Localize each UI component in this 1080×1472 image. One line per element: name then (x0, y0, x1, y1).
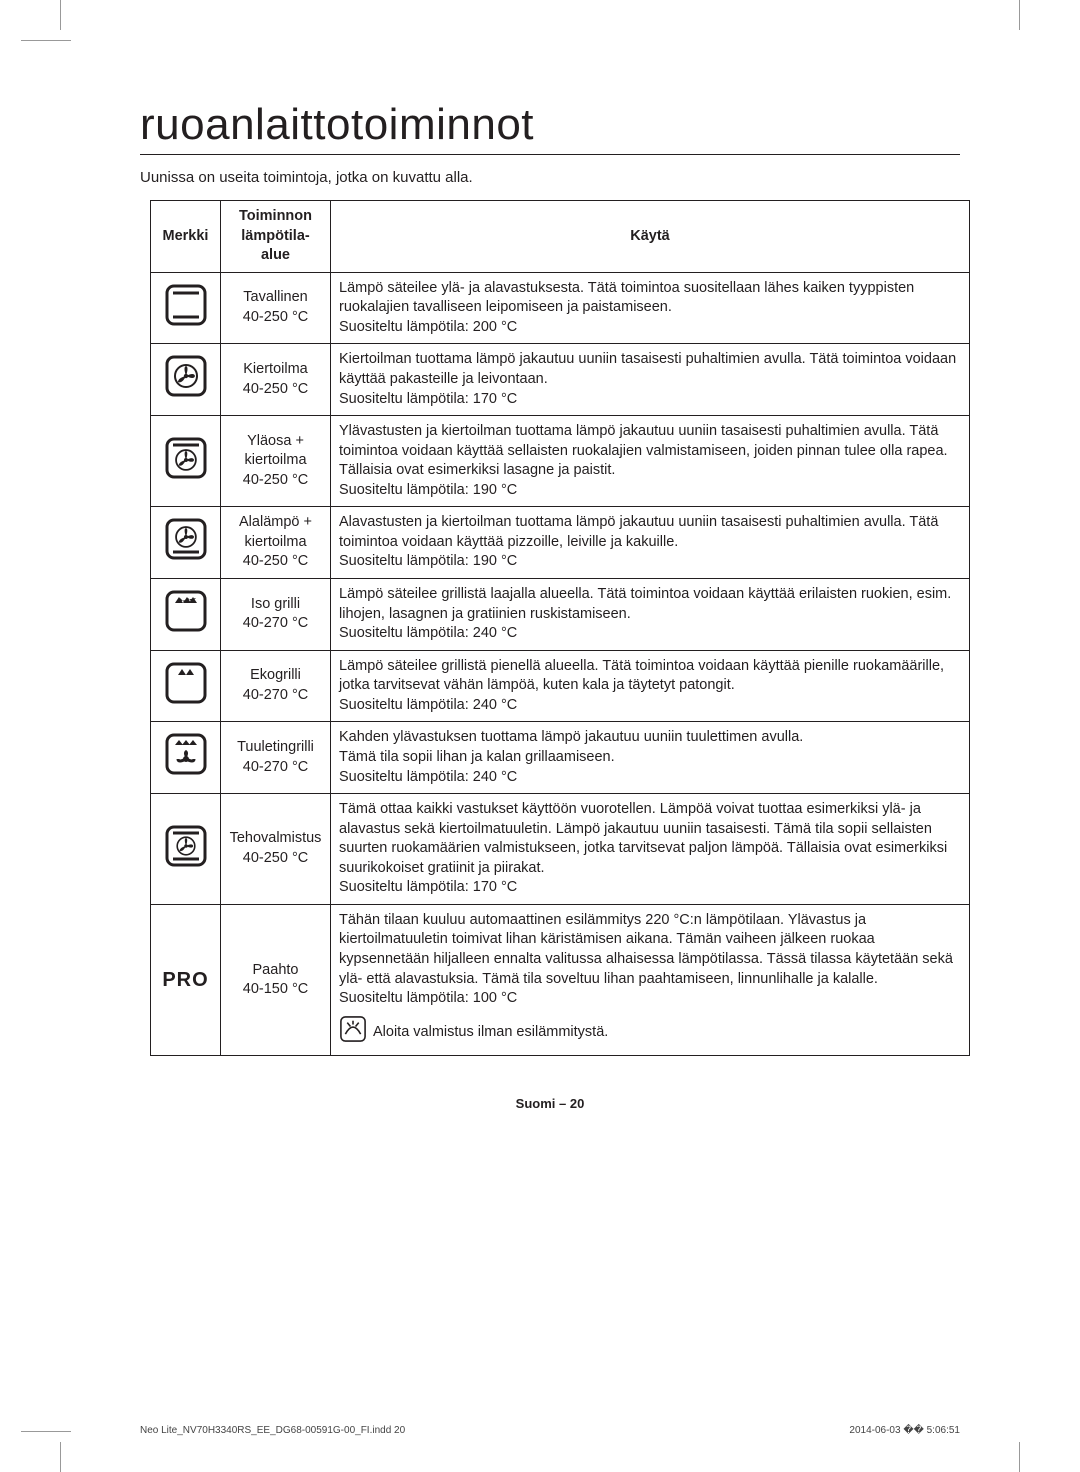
mode-name: Kiertoilma40-250 °C (221, 344, 331, 416)
mode-icon-cell (151, 650, 221, 722)
mode-icon-cell (151, 579, 221, 651)
fan-grill-icon (164, 732, 208, 783)
top-convection-icon (164, 436, 208, 487)
mode-icon-cell (151, 794, 221, 905)
mode-icon-cell: PRO (151, 904, 221, 1055)
functions-table: Merkki Toiminnon lämpötila-alue Käytä Ta… (150, 200, 970, 1056)
convection-icon (164, 354, 208, 405)
note-icon (339, 1015, 367, 1050)
print-right: 2014-06-03 �� 5:06:51 (849, 1425, 960, 1436)
mode-description: Kahden ylävastuksen tuottama lämpö jakau… (331, 722, 970, 794)
mode-description: Ylävastusten ja kiertoilman tuottama läm… (331, 416, 970, 507)
pro-icon: PRO (162, 969, 208, 991)
mode-name: Yläosa + kiertoilma40-250 °C (221, 416, 331, 507)
mode-icon-cell (151, 344, 221, 416)
print-left: Neo Lite_NV70H3340RS_EE_DG68-00591G-00_F… (140, 1425, 405, 1436)
table-row: Alalämpö + kiertoilma40-250 °CAlavastust… (151, 507, 970, 579)
table-row: Tuuletingrilli40-270 °CKahden ylävastuks… (151, 722, 970, 794)
mode-icon-cell (151, 507, 221, 579)
mode-description: Tämä ottaa kaikki vastukset käyttöön vuo… (331, 794, 970, 905)
crop-mark (990, 0, 1020, 30)
description-text: Lämpö säteilee grillistä pienellä alueel… (339, 658, 944, 713)
mode-description: Tähän tilaan kuuluu automaattinen esiläm… (331, 904, 970, 1055)
description-text: Kiertoilman tuottama lämpö jakautuu uuni… (339, 351, 956, 406)
description-text: Kahden ylävastuksen tuottama lämpö jakau… (339, 729, 803, 784)
description-text: Ylävastusten ja kiertoilman tuottama läm… (339, 423, 948, 498)
mode-description: Lämpö säteilee ylä- ja alavastuksesta. T… (331, 272, 970, 344)
mode-name: Alalämpö + kiertoilma40-250 °C (221, 507, 331, 579)
th-use: Käytä (331, 201, 970, 273)
mode-name: Tehovalmistus40-250 °C (221, 794, 331, 905)
mode-icon-cell (151, 416, 221, 507)
mode-description: Kiertoilman tuottama lämpö jakautuu uuni… (331, 344, 970, 416)
note-text: Aloita valmistus ilman esilämmitystä. (373, 1024, 608, 1040)
table-row: Tavallinen40-250 °CLämpö säteilee ylä- j… (151, 272, 970, 344)
table-row: Iso grilli40-270 °CLämpö säteilee grilli… (151, 579, 970, 651)
mode-name: Tuuletingrilli40-270 °C (221, 722, 331, 794)
th-merkki: Merkki (151, 201, 221, 273)
intro-text: Uunissa on useita toimintoja, jotka on k… (140, 169, 960, 186)
conventional-icon (164, 283, 208, 334)
table-row: PRO Paahto40-150 °CTähän tilaan kuuluu au… (151, 904, 970, 1055)
table-row: Yläosa + kiertoilma40-250 °CYlävastusten… (151, 416, 970, 507)
mode-icon-cell (151, 722, 221, 794)
mode-description: Lämpö säteilee grillistä laajalla alueel… (331, 579, 970, 651)
description-text: Tähän tilaan kuuluu automaattinen esiläm… (339, 912, 953, 1006)
description-text: Lämpö säteilee ylä- ja alavastuksesta. T… (339, 280, 914, 335)
large-grill-icon (164, 589, 208, 640)
eco-grill-icon (164, 661, 208, 712)
table-row: Ekogrilli40-270 °CLämpö säteilee grillis… (151, 650, 970, 722)
crop-mark (60, 1442, 90, 1472)
crop-mark (990, 1442, 1020, 1472)
crop-mark (60, 0, 90, 30)
mode-name: Iso grilli40-270 °C (221, 579, 331, 651)
bottom-convection-icon (164, 517, 208, 568)
page-title: ruoanlaittotoiminnot (140, 100, 960, 155)
mode-name: Tavallinen40-250 °C (221, 272, 331, 344)
page-footer: Suomi – 20 (140, 1096, 960, 1111)
mode-icon-cell (151, 272, 221, 344)
print-metadata: Neo Lite_NV70H3340RS_EE_DG68-00591G-00_F… (140, 1425, 960, 1436)
table-row: Kiertoilma40-250 °CKiertoilman tuottama … (151, 344, 970, 416)
intensive-icon (164, 824, 208, 875)
note-line: Aloita valmistus ilman esilämmitystä. (339, 1015, 961, 1050)
th-range: Toiminnon lämpötila-alue (221, 201, 331, 273)
description-text: Lämpö säteilee grillistä laajalla alueel… (339, 586, 951, 641)
description-text: Alavastusten ja kiertoilman tuottama läm… (339, 514, 938, 569)
table-row: Tehovalmistus40-250 °CTämä ottaa kaikki … (151, 794, 970, 905)
description-text: Tämä ottaa kaikki vastukset käyttöön vuo… (339, 801, 947, 895)
mode-name: Paahto40-150 °C (221, 904, 331, 1055)
mode-description: Lämpö säteilee grillistä pienellä alueel… (331, 650, 970, 722)
mode-description: Alavastusten ja kiertoilman tuottama läm… (331, 507, 970, 579)
mode-name: Ekogrilli40-270 °C (221, 650, 331, 722)
